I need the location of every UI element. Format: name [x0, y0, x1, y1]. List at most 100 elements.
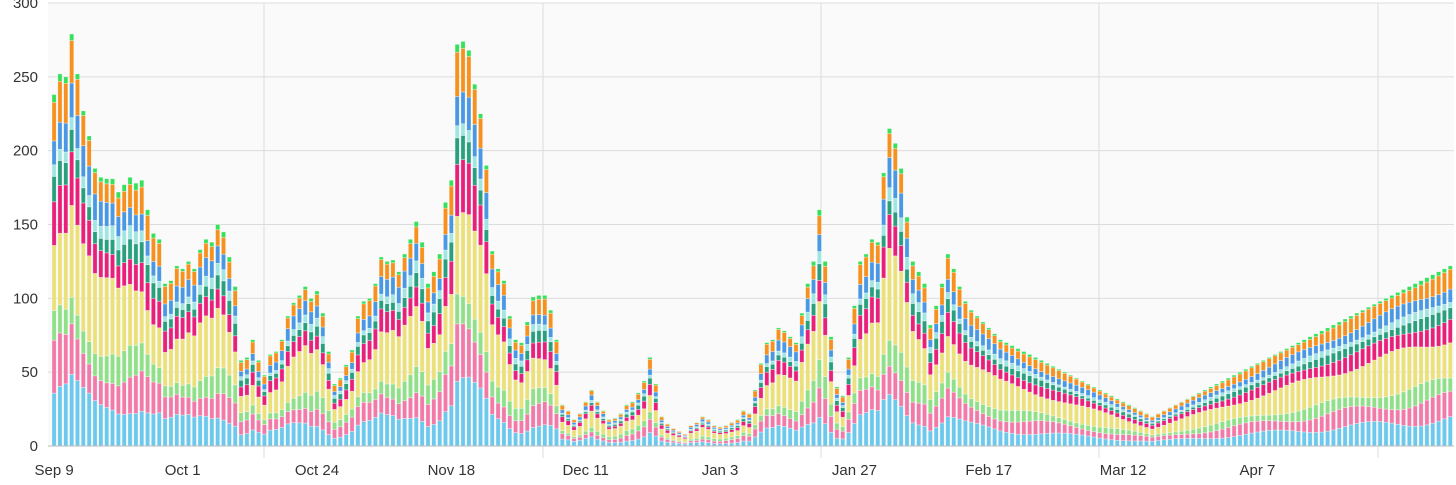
- bar-segment: [1418, 402, 1424, 427]
- bar-segment: [834, 400, 840, 406]
- bar-segment: [793, 361, 799, 367]
- bar-segment: [372, 388, 378, 400]
- bar-segment: [542, 298, 548, 316]
- bar-segment: [361, 362, 367, 393]
- bar-segment: [337, 398, 343, 407]
- bar-segment: [1085, 430, 1091, 437]
- bar-segment: [519, 342, 524, 346]
- bar-segment: [787, 356, 793, 362]
- bar-segment: [285, 351, 291, 367]
- bar-segment: [1406, 322, 1412, 334]
- bar-segment: [279, 340, 285, 352]
- bar-segment: [1406, 388, 1412, 409]
- bar-segment: [1044, 420, 1050, 434]
- bar-segment: [565, 420, 571, 426]
- bar-segment: [98, 181, 104, 202]
- bar-segment: [887, 187, 892, 202]
- bar-segment: [840, 410, 846, 418]
- bar-segment: [998, 339, 1003, 343]
- bar-segment: [396, 418, 402, 447]
- bar-segment: [437, 258, 443, 279]
- bar-segment: [1132, 434, 1138, 442]
- bar-segment: [857, 390, 863, 416]
- bar-segment: [653, 426, 659, 437]
- bar-segment: [875, 281, 881, 290]
- bar-segment: [1097, 394, 1103, 401]
- bar-segment: [1114, 409, 1120, 414]
- bar-segment: [1342, 357, 1348, 374]
- bar-segment: [594, 411, 600, 415]
- bar-segment: [1319, 343, 1325, 352]
- bar-segment: [197, 293, 203, 304]
- bar-segment: [1149, 424, 1155, 430]
- bar-segment: [524, 371, 530, 400]
- bar-segment: [1050, 376, 1056, 383]
- bar-segment: [1260, 360, 1266, 362]
- bar-segment: [583, 438, 589, 447]
- bar-segment: [805, 407, 811, 425]
- bar-segment: [600, 433, 606, 438]
- bar-segment: [1301, 369, 1307, 380]
- bar-segment: [927, 347, 933, 354]
- bar-segment: [1319, 415, 1325, 433]
- bar-segment: [139, 262, 145, 293]
- bar-segment: [816, 263, 822, 281]
- bar-segment: [1091, 436, 1097, 447]
- bar-segment: [1272, 420, 1278, 431]
- bar-segment: [1062, 388, 1068, 394]
- bar-segment: [501, 406, 507, 423]
- bar-segment: [536, 314, 542, 325]
- bar-segment: [501, 309, 507, 319]
- bar-segment: [904, 281, 910, 303]
- bar-segment: [519, 420, 524, 434]
- bar-segment: [1120, 440, 1126, 447]
- bar-segment: [501, 421, 507, 447]
- bar-segment: [1406, 301, 1412, 315]
- bar-segment: [922, 348, 927, 386]
- bar-segment: [600, 437, 606, 442]
- bar-segment: [840, 396, 846, 403]
- bar-segment: [250, 339, 256, 343]
- bar-segment: [665, 441, 670, 447]
- bar-segment: [1436, 311, 1441, 326]
- bar-segment: [261, 424, 267, 435]
- bar-segment: [1325, 376, 1330, 401]
- bar-segment: [80, 387, 86, 447]
- bar-segment: [577, 426, 583, 436]
- bar-segment: [1255, 397, 1260, 416]
- bar-segment: [221, 419, 226, 447]
- bar-segment: [1214, 438, 1219, 447]
- bar-segment: [180, 303, 186, 310]
- bar-segment: [1447, 319, 1453, 344]
- bar-segment: [536, 295, 542, 300]
- bar-segment: [834, 422, 840, 430]
- bar-segment: [267, 418, 273, 431]
- bar-segment: [1114, 434, 1120, 441]
- bar-segment: [267, 372, 273, 376]
- bar-segment: [1371, 303, 1377, 307]
- bar-segment: [1144, 413, 1149, 419]
- bar-segment: [314, 349, 320, 392]
- bar-segment: [250, 341, 256, 354]
- bar-segment: [267, 412, 273, 420]
- bar-segment: [1266, 374, 1272, 379]
- bar-segment: [962, 420, 968, 447]
- bar-segment: [618, 420, 624, 424]
- bar-segment: [57, 80, 63, 123]
- bar-segment: [495, 316, 501, 336]
- bar-segment: [302, 391, 308, 409]
- bar-segment: [332, 437, 337, 447]
- bar-segment: [355, 346, 361, 356]
- bar-segment: [308, 411, 314, 427]
- bar-segment: [1050, 400, 1056, 417]
- bar-segment: [261, 395, 267, 406]
- bar-segment: [1307, 432, 1313, 447]
- bar-segment: [962, 393, 968, 404]
- bar-segment: [1290, 368, 1295, 374]
- bar-segment: [80, 243, 86, 332]
- bar-segment: [881, 277, 887, 355]
- bar-segment: [372, 399, 378, 418]
- bar-segment: [402, 307, 408, 326]
- bar-segment: [1138, 435, 1144, 442]
